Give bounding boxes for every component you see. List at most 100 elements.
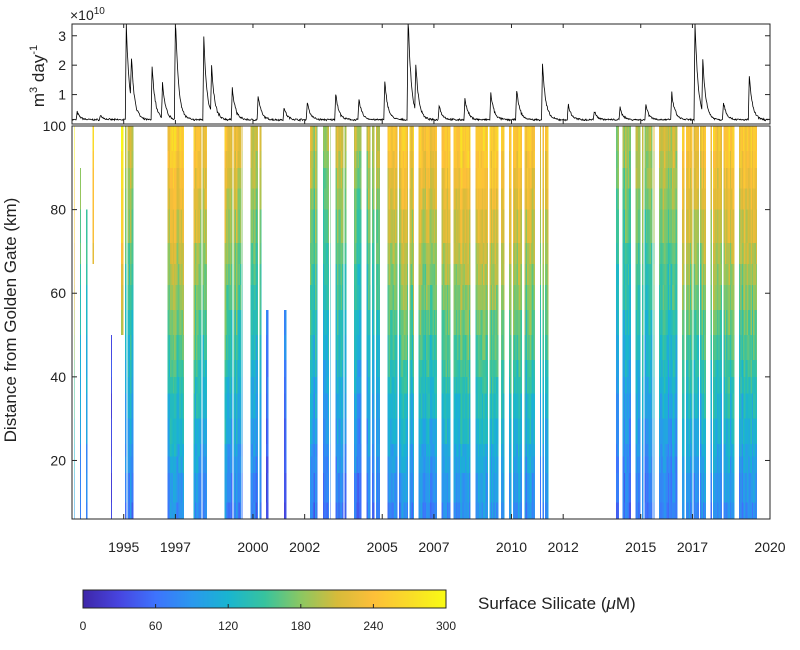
heatmap-cell [623, 473, 626, 503]
heatmap-cell [448, 360, 450, 377]
heatmap-cell [431, 209, 433, 244]
heatmap-cell [754, 167, 756, 189]
heatmap-cell [636, 209, 639, 244]
heatmap-cell [517, 309, 520, 336]
heatmap-cell [658, 376, 661, 394]
heatmap-cell [330, 209, 332, 244]
heatmap-cell [693, 376, 696, 394]
heatmap-cell [486, 284, 489, 310]
heatmap-cell [484, 167, 486, 189]
heatmap-cell [179, 263, 181, 285]
heatmap-cell [468, 209, 471, 244]
heatmap-cell [462, 393, 464, 419]
heatmap-cell [92, 243, 94, 264]
heatmap-cell [404, 443, 406, 457]
heatmap-cell [653, 151, 655, 168]
heatmap-cell [492, 263, 494, 285]
heatmap-cell [233, 209, 235, 244]
heatmap-cell [336, 418, 339, 444]
heatmap-cell [194, 443, 197, 457]
heatmap-cell [378, 188, 380, 210]
heatmap-cell [718, 188, 720, 210]
heatmap-cell [335, 335, 337, 361]
heatmap-cell [459, 376, 462, 394]
heatmap-cell [313, 473, 315, 503]
heatmap-cell [198, 126, 200, 152]
heatmap-cell [688, 360, 690, 377]
heatmap-cell [424, 209, 427, 244]
heatmap-cell [662, 418, 664, 444]
heatmap-cell [547, 376, 549, 394]
heatmap-cell [479, 284, 481, 310]
heatmap-cell [651, 360, 653, 377]
heatmap-cell [748, 335, 750, 361]
heatmap-cell [409, 167, 411, 189]
heatmap-cell [697, 243, 699, 264]
heatmap-cell [401, 360, 403, 377]
heatmap-cell [691, 284, 693, 310]
heatmap-cell [665, 360, 667, 377]
heatmap-cell [130, 284, 132, 310]
heatmap-cell [406, 335, 409, 361]
heatmap-cell [697, 393, 699, 419]
heatmap-cell [636, 309, 639, 336]
heatmap-cell [461, 126, 463, 152]
heatmap-cell [666, 502, 668, 519]
heatmap-cell [265, 418, 268, 444]
heatmap-cell [629, 243, 631, 264]
heatmap-cell [744, 188, 746, 210]
heatmap-cell [406, 209, 409, 244]
heatmap-cell [642, 284, 644, 310]
heatmap-cell [233, 151, 235, 168]
heatmap-cell [682, 502, 684, 519]
heatmap-cell [693, 393, 696, 419]
heatmap-cell [676, 209, 678, 244]
heatmap-cell [732, 243, 734, 264]
heatmap-cell [626, 418, 628, 444]
heatmap-cell [377, 502, 379, 519]
heatmap-cell [720, 243, 723, 264]
heatmap-cell [629, 284, 631, 310]
heatmap-cell [430, 335, 432, 361]
heatmap-cell [228, 393, 230, 419]
heatmap-cell [205, 284, 207, 310]
heatmap-cell [753, 360, 755, 377]
heatmap-cell [379, 167, 381, 189]
heatmap-cell [172, 456, 175, 474]
heatmap-cell [741, 456, 743, 474]
heatmap-cell [750, 126, 752, 152]
heatmap-x-tick-label: 2000 [237, 539, 268, 555]
heatmap-cell [503, 456, 505, 474]
heatmap-cell [388, 473, 390, 503]
heatmap-cell [197, 263, 199, 285]
heatmap-cell [720, 502, 723, 519]
heatmap-cell [644, 335, 646, 361]
heatmap-cell [510, 376, 512, 394]
heatmap-cell [533, 418, 535, 444]
heatmap-cell [484, 284, 486, 310]
heatmap-cell [168, 376, 171, 394]
heatmap-cell [647, 393, 649, 419]
heatmap-cell [524, 360, 526, 377]
heatmap-cell [198, 335, 200, 361]
heatmap-cell [497, 263, 499, 285]
heatmap-cell [464, 309, 467, 336]
heatmap-cell [629, 360, 631, 377]
heatmap-cell [355, 335, 357, 361]
heatmap-cell [517, 360, 520, 377]
heatmap-cell [206, 443, 208, 457]
heatmap-cell [240, 393, 242, 419]
heatmap-cell [259, 443, 261, 457]
heatmap-cell [661, 360, 663, 377]
heatmap-cell [346, 418, 347, 444]
heatmap-cell [510, 473, 512, 503]
heatmap-cell [196, 335, 198, 361]
heatmap-cell [503, 188, 505, 210]
heatmap-cell [669, 376, 671, 394]
heatmap-cell [256, 502, 259, 519]
heatmap-cell [360, 151, 362, 168]
heatmap-cell [130, 456, 132, 474]
heatmap-cell [750, 263, 752, 285]
heatmap-cell [459, 393, 462, 419]
heatmap-cell [674, 393, 676, 419]
